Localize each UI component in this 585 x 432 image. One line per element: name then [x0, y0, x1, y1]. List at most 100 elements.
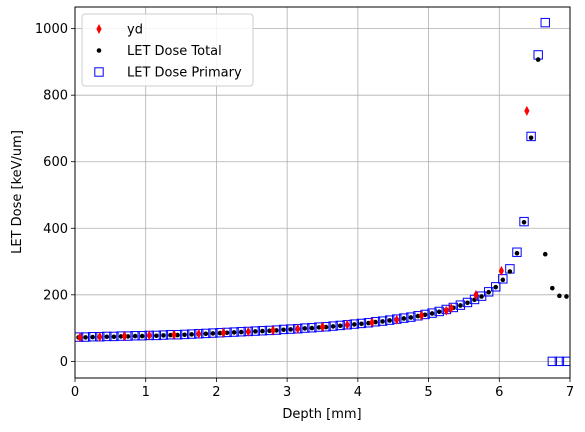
data-point [175, 332, 180, 338]
data-point [245, 326, 251, 337]
data-point [220, 327, 227, 338]
data-point [267, 328, 272, 334]
data-point [118, 334, 124, 339]
data-point [281, 327, 286, 333]
data-point [316, 325, 322, 330]
legend-label: LET Dose Primary [127, 66, 242, 81]
data-point [203, 331, 209, 337]
data-point [377, 316, 388, 326]
data-point [384, 315, 395, 325]
legend-marker [96, 48, 102, 53]
data-point [250, 326, 261, 336]
data-point [486, 289, 491, 295]
legend-label: LET Dose Total [127, 44, 222, 59]
data-point [168, 332, 173, 338]
data-point [359, 321, 364, 327]
data-point [201, 328, 211, 339]
data-point [330, 324, 336, 329]
data-point [427, 308, 437, 318]
data-point [139, 333, 145, 339]
data-point [295, 323, 301, 334]
x-axis-ticks: 0 1 2 3 4 5 6 7 [71, 378, 574, 400]
y-axis-ticks: 0 200 400 600 800 1000 [35, 22, 75, 370]
data-point [75, 332, 84, 342]
data-point [217, 330, 223, 336]
legend-marker [96, 24, 102, 34]
data-point [328, 321, 338, 331]
x-tick-label: 0 [71, 385, 79, 400]
data-point [512, 247, 522, 257]
data-point [288, 327, 293, 332]
data-point [125, 334, 131, 339]
legend-box [81, 13, 254, 87]
data-point [535, 57, 541, 62]
x-tick-label: 3 [283, 385, 291, 400]
data-point [130, 331, 140, 341]
data-marks [75, 17, 570, 367]
data-point [208, 328, 218, 338]
data-point [521, 219, 527, 225]
data-point [401, 316, 407, 321]
data-point [507, 269, 513, 274]
data-point [285, 324, 296, 334]
x-axis-label: Depth [mm] [282, 407, 361, 422]
x-tick-label: 5 [424, 385, 432, 400]
data-point [238, 329, 244, 335]
data-point [458, 303, 463, 308]
y-tick-label: 200 [43, 288, 68, 303]
x-tick-label: 2 [212, 385, 220, 400]
data-point [146, 330, 152, 341]
data-point [349, 319, 360, 329]
data-point [257, 326, 268, 336]
data-point [448, 303, 454, 314]
data-point [302, 326, 308, 331]
data-point [399, 313, 409, 323]
data-point [270, 325, 276, 336]
data-point [278, 324, 289, 335]
y-tick-label: 400 [43, 222, 68, 237]
y-axis-label: LET Dose [keV/um] [10, 130, 25, 254]
data-point [344, 319, 350, 330]
data-point [443, 305, 449, 316]
data-point [229, 327, 239, 337]
data-point [366, 320, 371, 326]
data-point [479, 294, 484, 299]
data-point [540, 17, 550, 28]
data-point [335, 320, 345, 331]
data-point [519, 216, 529, 227]
y-tick-label: 0 [60, 355, 68, 370]
data-point [121, 331, 128, 342]
data-point [465, 300, 470, 306]
data-point [307, 323, 317, 333]
data-point [561, 356, 570, 367]
data-point [151, 330, 162, 341]
data-point [102, 331, 112, 342]
data-point [434, 306, 444, 317]
x-tick-label: 1 [142, 385, 150, 400]
x-tick-label: 7 [566, 385, 574, 400]
data-point [422, 312, 428, 318]
data-point [473, 289, 479, 300]
data-point [415, 313, 421, 319]
data-point [418, 310, 425, 321]
data-point [323, 324, 329, 330]
data-point [369, 317, 375, 328]
data-point [104, 334, 110, 340]
data-point [498, 265, 505, 276]
data-point [77, 332, 83, 343]
data-point [493, 284, 499, 290]
data-point [137, 331, 147, 341]
data-point [483, 287, 494, 297]
data-point [210, 331, 216, 336]
x-tick-label: 6 [495, 385, 503, 400]
legend-label: yd [127, 23, 143, 38]
data-point [436, 309, 442, 315]
data-point [236, 327, 246, 337]
data-point [182, 332, 187, 338]
data-point [87, 332, 98, 342]
data-point [337, 323, 343, 329]
data-point [154, 333, 159, 339]
data-point [373, 319, 378, 325]
legend-marker [94, 67, 104, 77]
data-point [97, 331, 103, 342]
